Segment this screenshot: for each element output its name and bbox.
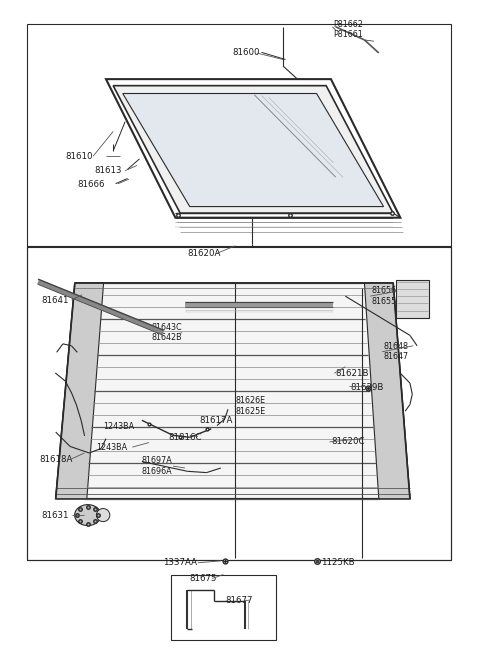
Text: 81677: 81677 (226, 595, 253, 605)
Text: 81697A
81696A: 81697A 81696A (142, 457, 173, 476)
Ellipse shape (74, 504, 101, 525)
Polygon shape (123, 94, 384, 206)
Text: 1337AA: 1337AA (163, 558, 197, 567)
Polygon shape (56, 283, 410, 498)
Polygon shape (113, 86, 393, 213)
Text: 81620C: 81620C (331, 438, 364, 446)
Text: 81641: 81641 (41, 295, 69, 305)
Text: 81626E
81625E: 81626E 81625E (235, 396, 265, 416)
Text: 81648
81647: 81648 81647 (384, 342, 408, 362)
Polygon shape (56, 283, 104, 498)
Text: 81656C
81655B: 81656C 81655B (372, 286, 402, 306)
Text: 1125KB: 1125KB (322, 558, 355, 567)
Text: 81613: 81613 (94, 166, 121, 175)
Text: 81631: 81631 (41, 511, 69, 519)
Text: 81643C
81642B: 81643C 81642B (152, 323, 182, 343)
Text: 1243BA: 1243BA (96, 443, 128, 452)
Text: P81662
P81661: P81662 P81661 (333, 20, 363, 39)
Text: 81620A: 81620A (187, 249, 221, 258)
Text: 81600: 81600 (233, 48, 260, 58)
Text: 81610: 81610 (65, 152, 93, 160)
Text: 1243BA: 1243BA (104, 422, 135, 432)
Text: 81618A: 81618A (39, 455, 72, 464)
Text: 81675: 81675 (190, 574, 217, 583)
Text: 81621B: 81621B (336, 369, 369, 378)
Text: 81816C: 81816C (168, 433, 202, 442)
Text: 81617A: 81617A (199, 416, 233, 425)
Polygon shape (364, 283, 410, 498)
Ellipse shape (96, 508, 110, 521)
Polygon shape (396, 280, 429, 318)
Text: 81666: 81666 (77, 180, 105, 189)
Text: 81629B: 81629B (350, 383, 384, 392)
